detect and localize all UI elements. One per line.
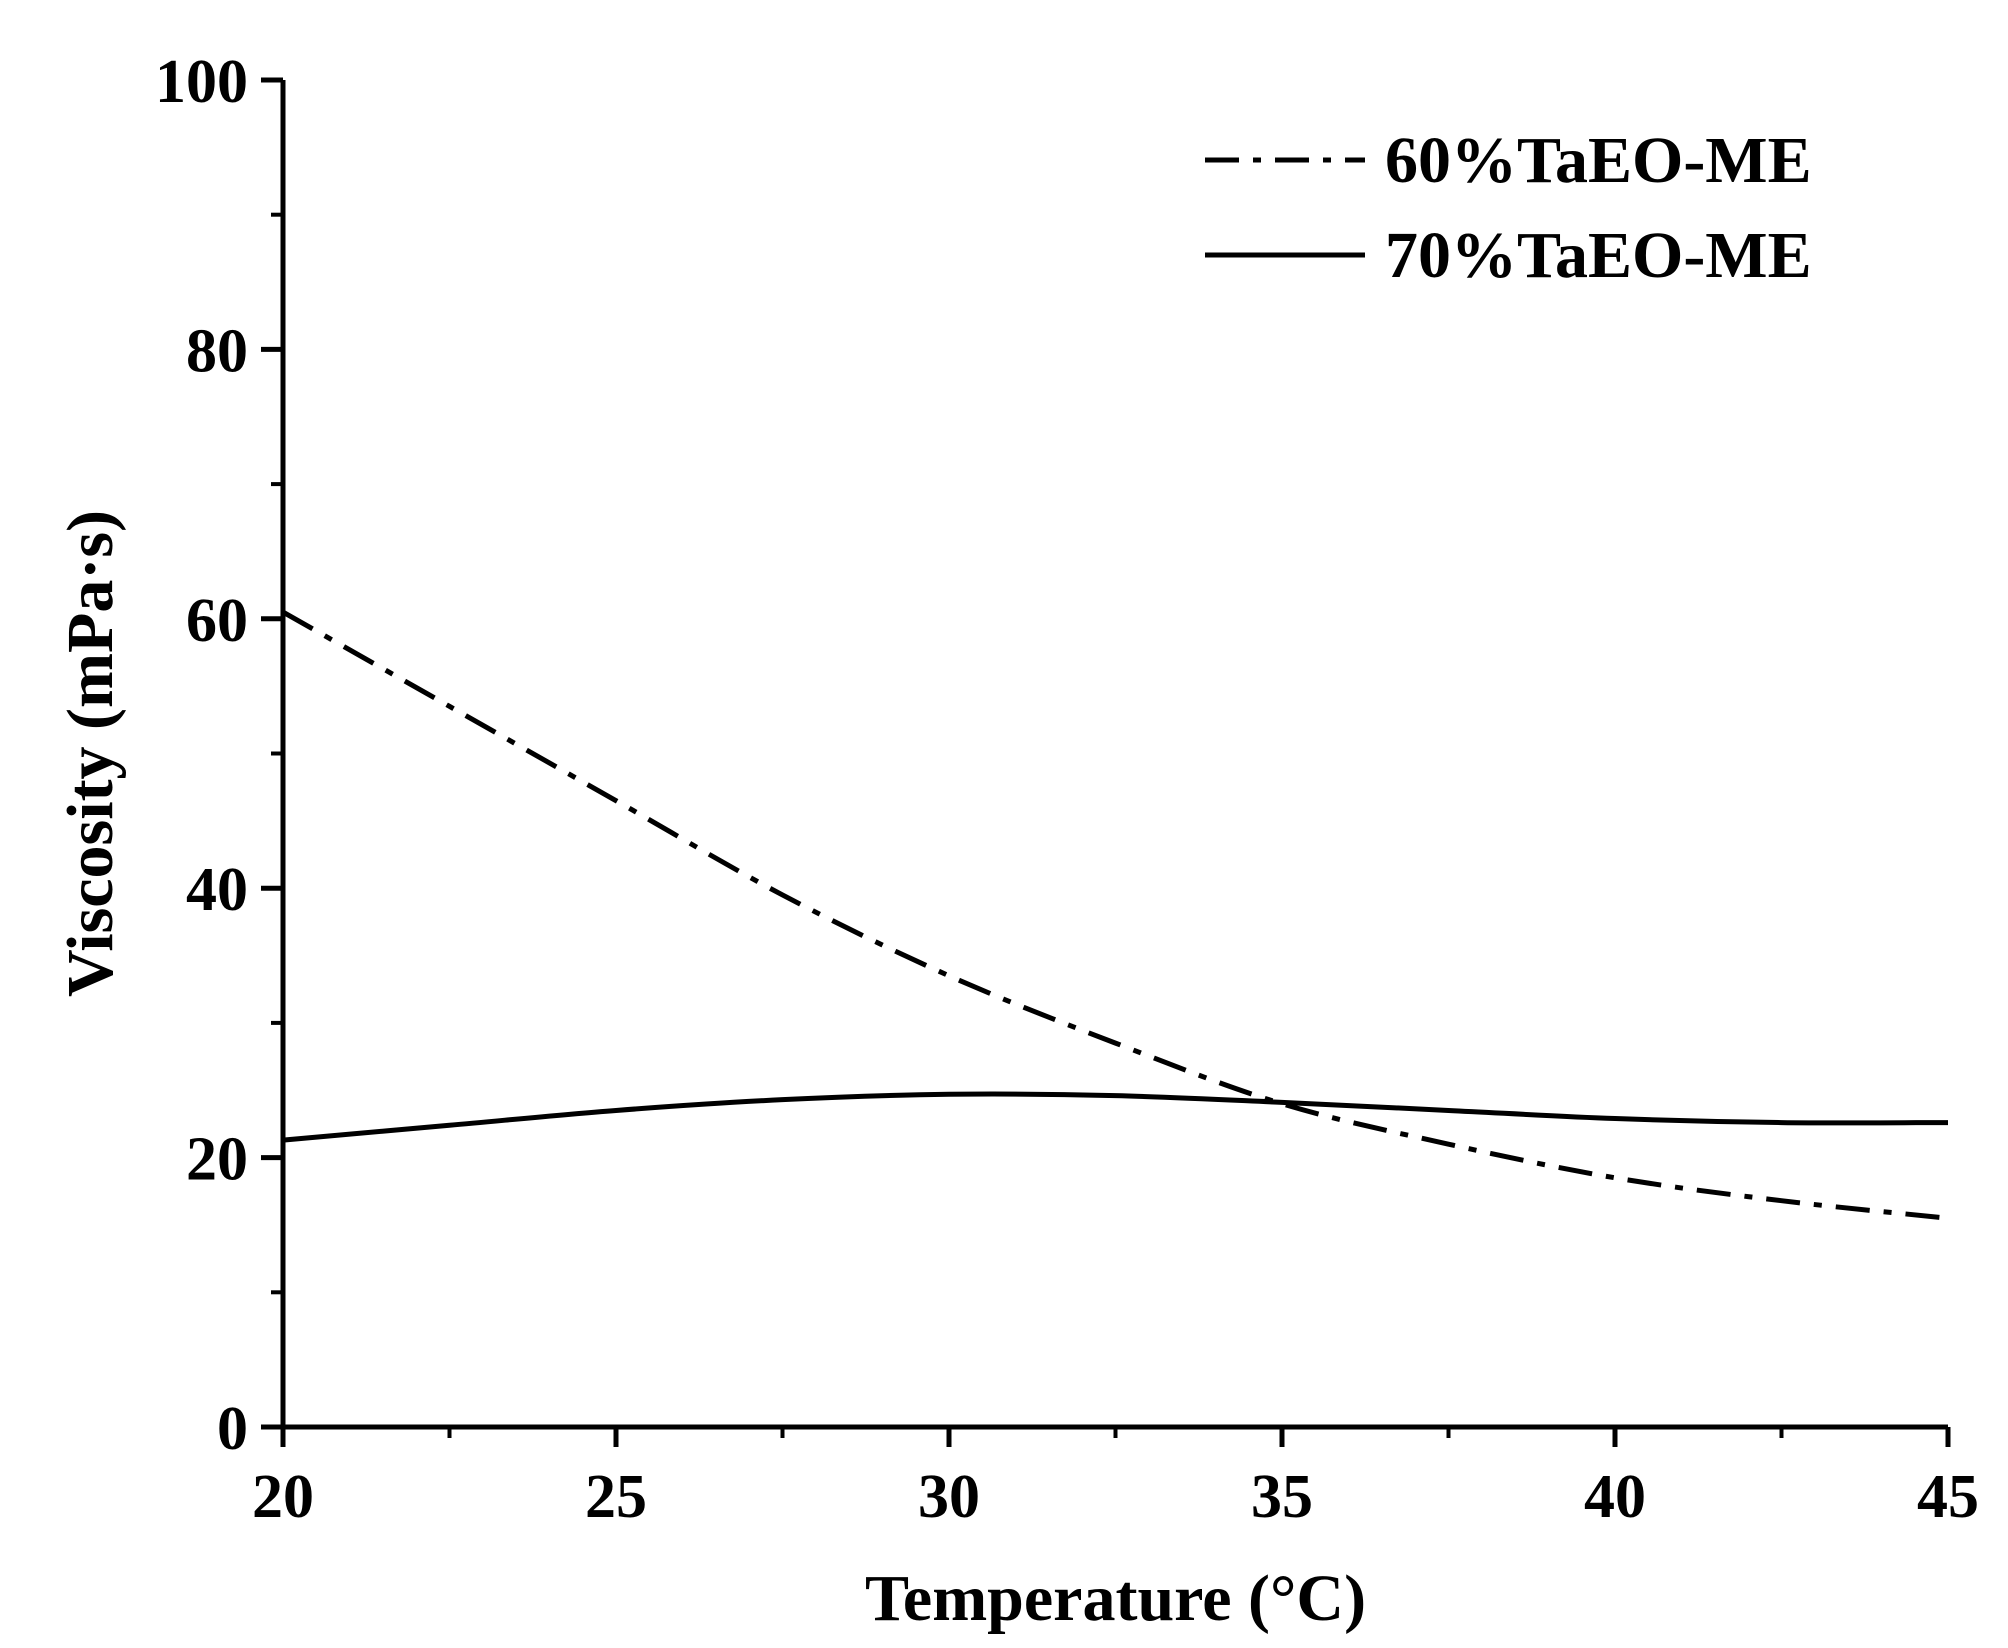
- series-line-1: [281, 609, 1949, 1221]
- series-group: [281, 609, 1949, 1221]
- y-tick-label: 60: [186, 587, 248, 655]
- y-tick-label: 100: [155, 48, 248, 116]
- x-axis-title: Temperature (°C): [865, 1562, 1366, 1635]
- y-tick-label: 0: [217, 1395, 248, 1463]
- x-tick-label: 20: [252, 1463, 314, 1531]
- y-axis-title: Viscosity (mPa·s): [54, 510, 127, 997]
- x-tick-label: 25: [585, 1463, 647, 1531]
- x-tick-label: 35: [1251, 1463, 1313, 1531]
- y-tick-label: 80: [186, 317, 248, 385]
- legend: 60%TaEO-ME 70%TaEO-ME: [1205, 124, 1812, 292]
- x-tick-label: 45: [1917, 1463, 1979, 1531]
- legend-label-1: 60%TaEO-ME: [1385, 124, 1812, 197]
- legend-label-2: 70%TaEO-ME: [1385, 219, 1812, 292]
- series-line-2: [282, 1091, 1949, 1143]
- y-tick-label: 40: [186, 856, 248, 924]
- x-tick-label: 40: [1584, 1463, 1646, 1531]
- y-tick-label: 20: [186, 1126, 248, 1194]
- x-tick-label: 30: [918, 1463, 980, 1531]
